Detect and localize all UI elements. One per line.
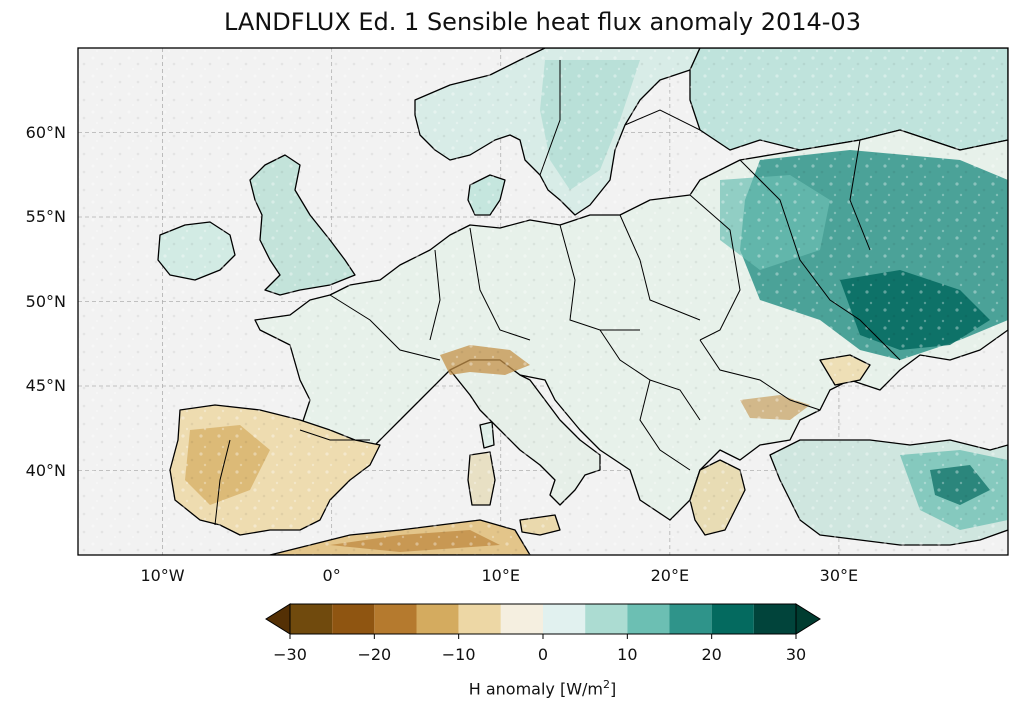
lat-tick-label: 40°N	[25, 460, 66, 480]
map-title: LANDFLUX Ed. 1 Sensible heat flux anomal…	[224, 8, 861, 36]
colorbar-bin	[290, 604, 333, 634]
lat-tick-label: 60°N	[25, 122, 66, 142]
colorbar-tick-label: −10	[441, 645, 476, 664]
colorbar-label-sup: 2	[603, 678, 611, 691]
anomaly-patches	[78, 48, 1008, 555]
colorbar-tick-label: −20	[357, 645, 392, 664]
colorbar-bin	[543, 604, 586, 634]
lon-tick-label: 0°	[322, 566, 341, 585]
lon-tick-label: 30°E	[819, 566, 859, 585]
colorbar-bin	[500, 604, 543, 634]
lat-tick-label: 45°N	[25, 376, 66, 395]
colorbar-bin	[753, 604, 796, 634]
lon-tick-label: 10°W	[140, 566, 185, 585]
colorbar-bin	[374, 604, 417, 634]
lat-tick-label: 55°N	[25, 207, 66, 226]
colorbar-bin	[669, 604, 712, 634]
colorbar-tick-label: −30	[273, 645, 307, 664]
colorbar-label-end: ]	[610, 679, 617, 699]
colorbar	[265, 603, 821, 639]
colorbar-label: H anomaly [W/m2]	[0, 678, 1022, 698]
colorbar-extend-over	[795, 603, 821, 635]
lon-tick-label: 20°E	[650, 566, 690, 585]
colorbar-tick-label: 30	[785, 645, 807, 664]
map-frame	[77, 47, 1009, 556]
colorbar-tick-label: 20	[701, 645, 722, 664]
colorbar-bin	[332, 604, 375, 634]
colorbar-bin	[585, 604, 628, 634]
colorbar-bin	[627, 604, 670, 634]
lat-tick-label: 50°N	[25, 291, 66, 311]
colorbar-label-text: H anomaly [W/m	[468, 679, 604, 699]
lon-tick-label: 10°E	[481, 566, 520, 585]
colorbar-bin	[458, 604, 501, 634]
colorbar-extend-under	[265, 603, 291, 635]
colorbar-bin	[711, 604, 754, 634]
colorbar-bin	[416, 604, 459, 634]
noise-overlay	[78, 48, 1008, 555]
colorbar-tick-label: 0	[537, 645, 549, 664]
country-borders	[214, 60, 901, 526]
colorbar-tick-label: 10	[617, 645, 638, 664]
